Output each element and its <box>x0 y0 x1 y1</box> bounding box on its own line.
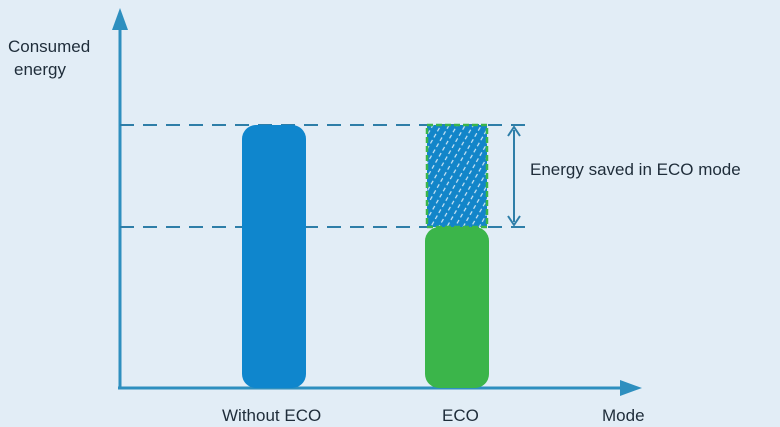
category-label-without-eco: Without ECO <box>222 406 322 425</box>
saved-energy-block <box>425 123 489 229</box>
y-axis-arrowhead <box>112 8 128 30</box>
eco-bar <box>425 227 489 388</box>
without-eco-bar <box>242 125 306 388</box>
x-axis-arrowhead <box>620 380 642 396</box>
x-axis-label: Mode <box>602 406 645 425</box>
y-axis-label-line1: Consumed <box>8 37 91 56</box>
saved-energy-arrow-bottom <box>507 215 521 227</box>
saved-energy-arrow-top <box>507 125 521 137</box>
energy-saved-annotation: Energy saved in ECO mode <box>530 160 741 179</box>
y-axis-label-line2: energy <box>14 60 66 79</box>
category-label-eco: ECO <box>442 406 479 425</box>
